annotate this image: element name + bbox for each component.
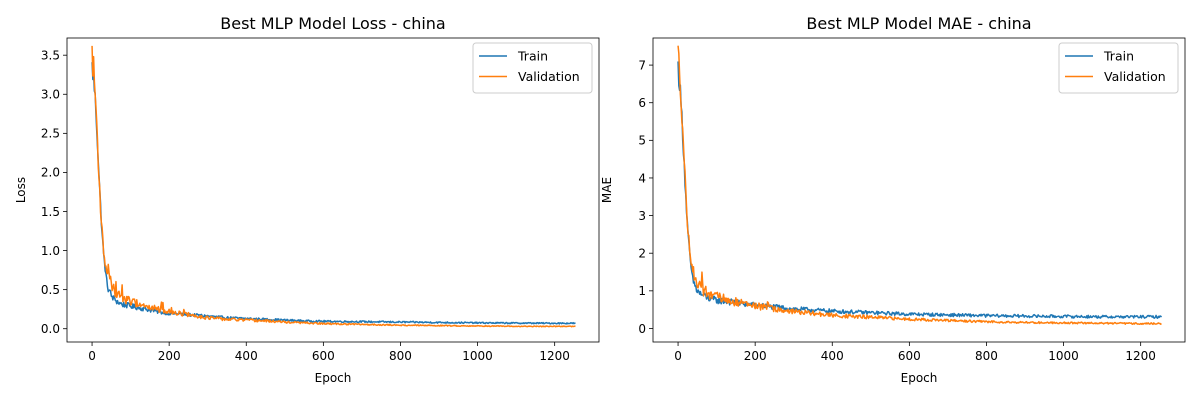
mae-x-tick-label: 1200 xyxy=(1125,349,1156,363)
loss-y-tick-label: 0.0 xyxy=(41,322,60,336)
mae-chart: Best MLP Model MAE - china 0 200 400 600 800 1… xyxy=(600,14,1186,385)
loss-legend: Train Validation xyxy=(472,42,593,94)
mae-x-tick-label: 200 xyxy=(744,349,767,363)
mae-x-tick-label: 1000 xyxy=(1048,349,1079,363)
mae-x-tick-label: 800 xyxy=(975,349,998,363)
loss-legend-label-validation: Validation xyxy=(518,69,580,84)
loss-y-tick-label: 1.5 xyxy=(41,205,60,219)
loss-y-tick-label: 2.0 xyxy=(41,166,60,180)
mae-legend-label-validation: Validation xyxy=(1104,69,1166,84)
mae-x-axis-label: Epoch xyxy=(901,371,938,385)
loss-x-tick-label: 1000 xyxy=(462,349,493,363)
loss-x-tick-label: 200 xyxy=(158,349,181,363)
mae-y-tick-label: 5 xyxy=(638,134,646,148)
mae-x-tick-label: 600 xyxy=(898,349,921,363)
mae-y-tick-label: 7 xyxy=(638,58,646,72)
mae-y-tick-label: 3 xyxy=(638,209,646,223)
loss-chart: Best MLP Model Loss - china 0 200 400 600 800… xyxy=(14,14,600,385)
loss-x-tick-label: 0 xyxy=(88,349,96,363)
loss-y-tick-label: 3.0 xyxy=(41,88,60,102)
mae-legend-label-train: Train xyxy=(1103,49,1134,64)
loss-x-tick-label: 600 xyxy=(312,349,335,363)
mae-chart-title: Best MLP Model MAE - china xyxy=(806,14,1031,33)
loss-legend-label-train: Train xyxy=(517,49,548,64)
mae-validation-line xyxy=(677,45,1162,326)
mae-y-tick-label: 6 xyxy=(638,96,646,110)
loss-y-axis-label: Loss xyxy=(14,177,28,203)
loss-axes-frame xyxy=(66,37,600,343)
loss-y-tick-label: 0.5 xyxy=(41,283,60,297)
loss-validation-line xyxy=(91,45,576,328)
loss-x-tick-label: 1200 xyxy=(539,349,570,363)
mae-y-tick-label: 1 xyxy=(638,284,646,298)
mae-legend: Train Validation xyxy=(1058,42,1179,94)
mae-y-axis-label: MAE xyxy=(600,177,614,203)
mae-y-tick-label: 2 xyxy=(638,247,646,261)
loss-x-tick-label: 800 xyxy=(389,349,412,363)
mae-x-tick-label: 0 xyxy=(674,349,682,363)
loss-chart-title: Best MLP Model Loss - china xyxy=(220,14,445,33)
mae-axes-frame xyxy=(652,37,1186,343)
loss-x-axis-label: Epoch xyxy=(315,371,352,385)
loss-y-tick-label: 1.0 xyxy=(41,244,60,258)
mae-y-tick-label: 4 xyxy=(638,171,646,185)
loss-y-tick-label: 3.5 xyxy=(41,48,60,62)
loss-y-tick-label: 2.5 xyxy=(41,127,60,141)
loss-train-line xyxy=(91,62,576,325)
loss-x-tick-label: 400 xyxy=(235,349,258,363)
mae-train-line xyxy=(677,61,1163,319)
mae-y-tick-label: 0 xyxy=(638,322,646,336)
mae-x-tick-label: 400 xyxy=(821,349,844,363)
